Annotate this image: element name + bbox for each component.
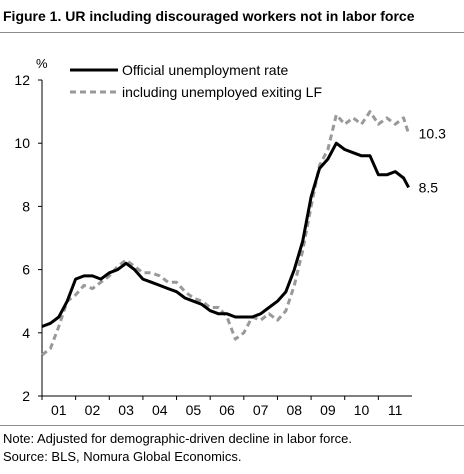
x-tick-label: 11 [388,402,403,418]
x-tick-label: 07 [253,402,269,418]
y-axis-label: % [36,56,48,71]
figure-title: Figure 1. UR including discouraged worke… [3,8,415,24]
y-tick-label: 12 [14,72,30,88]
title-rule [0,32,464,33]
x-tick-label: 01 [51,402,67,418]
x-tick-label: 05 [186,402,202,418]
chart-legend: Official unemployment rate including unem… [70,62,322,100]
x-tick-label: 04 [152,402,168,418]
y-tick-label: 8 [22,198,30,214]
figure-note: Note: Adjusted for demographic-driven de… [3,431,353,446]
x-tick-label: 06 [219,402,235,418]
legend-label: Official unemployment rate [122,62,288,78]
y-tick-label: 2 [22,388,30,404]
series-end-label: 8.5 [419,179,439,195]
x-tick-label: 08 [286,402,302,418]
chart-axes [41,80,412,397]
note-rule [0,425,464,426]
x-tick-label: 10 [354,402,370,418]
series-line-including-exiting-lf [41,110,411,357]
y-axis-ticks: 2 4 6 8 10 12 [14,72,42,404]
legend-label: including unemployed exiting LF [122,84,322,100]
x-axis-ticks: 01 02 03 04 05 06 07 08 09 10 11 [41,396,403,418]
x-tick-label: 02 [85,402,101,418]
x-tick-label: 09 [320,402,336,418]
series-layer: 10.3 8.5 [41,110,446,357]
y-tick-label: 10 [14,135,30,151]
x-tick-label: 03 [118,402,134,418]
series-end-label: 10.3 [419,126,446,142]
figure-source: Source: BLS, Nomura Global Economics. [3,449,242,464]
series-line-official-rate [41,141,410,328]
y-tick-label: 4 [22,325,30,341]
y-tick-label: 6 [22,262,30,278]
